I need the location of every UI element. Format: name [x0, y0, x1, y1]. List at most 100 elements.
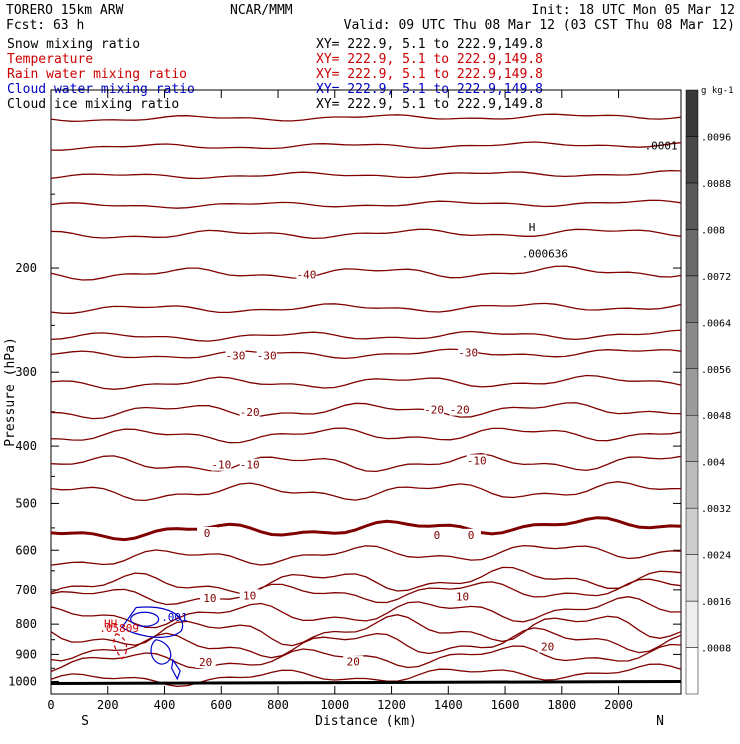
isotherm-line [50, 481, 682, 502]
colorbar-swatch [685, 275, 699, 323]
x-tick-label: 800 [267, 698, 289, 712]
temperature-label: -20 [240, 406, 260, 419]
x-tick-label: 0 [47, 698, 54, 712]
y-tick-label: 700 [15, 583, 37, 597]
isotherm-line [50, 566, 682, 595]
x-tick-label: 600 [210, 698, 232, 712]
legend-label: Temperature [7, 52, 93, 67]
temperature-label: -30 [257, 349, 277, 362]
colorbar-swatch [685, 368, 699, 416]
x-axis-label: Distance (km) [315, 714, 417, 729]
annotation-label: .001 [161, 611, 188, 624]
isotherm-line [50, 348, 682, 360]
colorbar-label: .0072 [701, 272, 731, 283]
annotation-label: .05809 [99, 622, 139, 635]
plot-area: 0 200 400 600 800 1000 1200 1400 1600 1800 2000200… [3, 89, 682, 729]
isotherm-line [50, 596, 682, 629]
colorbar: .0008 .0016 .0024 .0032 .004 .0048 .0056 .0064.… [685, 86, 734, 695]
header: TORERO 15km ARW NCAR/MMM Init: 18 UTC Mo… [6, 3, 735, 33]
forecast-hour: Fcst: 63 h [6, 18, 84, 33]
north-end-label: N [656, 714, 664, 729]
temperature-label-bg [426, 528, 447, 541]
temperature-label: -20 [450, 404, 470, 417]
y-tick-label: 300 [15, 365, 37, 379]
temperature-label-bg [197, 526, 218, 539]
y-tick-label: 900 [15, 647, 37, 661]
isotherm-line [50, 169, 682, 180]
isotherm-line [50, 453, 682, 473]
colorbar-swatch [685, 600, 699, 648]
temperature-label-bg [466, 454, 487, 467]
colorbar-swatch [685, 229, 699, 277]
y-tick-label: 1000 [8, 674, 37, 688]
temperature-label-bg [461, 528, 481, 541]
temperature-label-bg [199, 592, 220, 605]
isotherm-line [50, 643, 682, 673]
legend-label: Cloud ice mixing ratio [7, 97, 179, 112]
x-tick-label: 400 [154, 698, 176, 712]
colorbar-swatch [685, 414, 699, 462]
colorbar-label: .0064 [701, 318, 731, 329]
annotation-label: H [529, 221, 536, 234]
colorbar-swatch [685, 89, 699, 137]
temperature-label-bg [225, 349, 246, 362]
temperature-label-bg [458, 346, 479, 359]
legend-coords: XY= 222.9, 5.1 to 222.9,149.8 [316, 67, 543, 82]
temperature-label: 10 [203, 592, 216, 605]
isotherm-line [50, 141, 682, 151]
temperature-label: 0 [204, 527, 211, 540]
temperature-label-bg [296, 268, 317, 281]
colorbar-swatch [685, 461, 699, 509]
isotherm-line [50, 113, 682, 122]
model-title: TORERO 15km ARW [6, 3, 124, 18]
temperature-label: 0 [468, 529, 475, 542]
x-tick-label: 1000 [320, 698, 349, 712]
y-axis-label: Pressure (hPa) [3, 337, 18, 447]
legend: Snow mixing ratio XY= 222.9, 5.1 to 222.9… [7, 37, 543, 112]
temperature-label: 20 [347, 656, 360, 669]
colorbar-swatch [685, 322, 699, 370]
colorbar-label: .0088 [701, 179, 731, 190]
isotherm-line [50, 228, 682, 240]
colorbar-unit: g kg-1 [701, 86, 734, 96]
y-tick-label: 200 [15, 261, 37, 275]
legend-coords: XY= 222.9, 5.1 to 222.9,149.8 [316, 97, 543, 112]
isotherm-line [50, 516, 682, 542]
isotherm-line [50, 544, 682, 566]
south-end-label: S [81, 714, 89, 729]
temperature-label: 20 [541, 641, 554, 654]
plot-frame [50, 89, 682, 695]
cloud-water-contour [130, 611, 160, 627]
annotation-label: .000636 [522, 248, 568, 261]
cloud-water-contour [150, 639, 172, 665]
annotation-label: .0001 [645, 139, 678, 152]
legend-label: Snow mixing ratio [7, 37, 140, 52]
colorbar-swatch [685, 136, 699, 184]
org-title: NCAR/MMM [230, 3, 293, 18]
temperature-label-bg [239, 589, 260, 602]
temperature-label: -30 [458, 347, 478, 360]
temperature-label: 20 [199, 656, 212, 669]
y-tick-label: 400 [15, 439, 37, 453]
x-tick-label: 1400 [434, 698, 463, 712]
temperature-labels: -40 -30 -30 -30 -20 -20 -20 -10 -10 -10 0 0 0 10 10 10 2… [195, 268, 558, 669]
temperature-label: -10 [467, 454, 487, 467]
colorbar-swatch [685, 182, 699, 230]
colorbar-label: .0048 [701, 411, 731, 422]
colorbar-label: .004 [701, 458, 725, 469]
temperature-label-bg [537, 640, 558, 653]
cloud-water-contour [121, 606, 184, 638]
isotherm-line [50, 663, 682, 687]
legend-coords: XY= 222.9, 5.1 to 222.9,149.8 [316, 37, 543, 52]
temperature-label-bg [256, 349, 277, 362]
cloud-water-contour [170, 658, 181, 681]
init-time: Init: 18 UTC Mon 05 Mar 12 [532, 3, 736, 18]
temperature-label: -10 [211, 459, 231, 472]
temperature-label: 0 [434, 529, 441, 542]
rain-water-contour [113, 633, 128, 660]
temperature-label-bg [452, 590, 473, 603]
colorbar-swatch [685, 647, 699, 695]
x-tick-label: 2000 [604, 698, 633, 712]
colorbar-label: .0008 [701, 644, 731, 655]
